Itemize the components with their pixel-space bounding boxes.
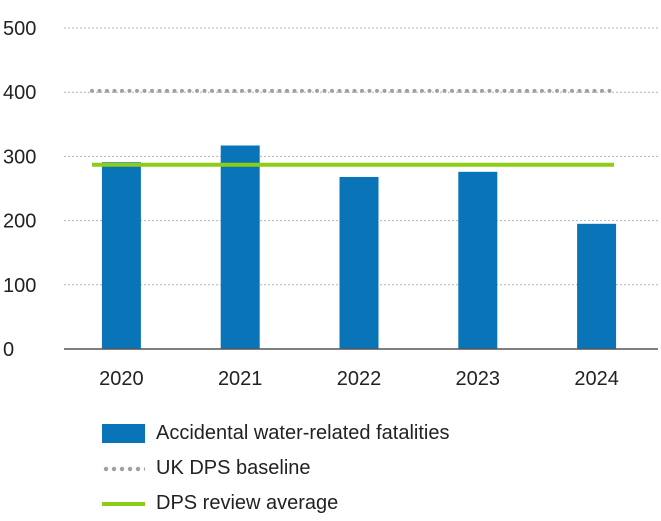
y-tick-label: 200 bbox=[3, 211, 36, 233]
y-tick-label: 300 bbox=[3, 146, 36, 168]
bar-2024 bbox=[577, 223, 617, 349]
legend-swatch-solid-line bbox=[102, 501, 145, 506]
bar-2022 bbox=[339, 176, 379, 349]
y-tick-label: 0 bbox=[3, 339, 14, 361]
x-axis-tick-labels: 2020 2021 2022 2023 2024 bbox=[99, 368, 619, 390]
legend-swatch-dotted-line bbox=[102, 465, 145, 472]
legend-swatch-bar bbox=[102, 424, 145, 443]
legend-item-fatalities: Accidental water-related fatalities bbox=[102, 416, 642, 451]
x-tick-label: 2022 bbox=[337, 368, 382, 390]
y-tick-label: 500 bbox=[3, 18, 36, 40]
x-tick-label: 2024 bbox=[574, 368, 619, 390]
x-tick-label: 2023 bbox=[456, 368, 501, 390]
y-axis-tick-labels: 0 100 200 300 400 500 bbox=[3, 18, 36, 361]
legend-label-baseline: UK DPS baseline bbox=[156, 457, 311, 479]
legend-item-average: DPS review average bbox=[102, 486, 642, 521]
legend-item-baseline: UK DPS baseline bbox=[102, 451, 642, 486]
bar-chart: 0 100 200 300 400 500 2020 2021 2022 2023 2024 bbox=[3, 18, 658, 390]
bar-2021 bbox=[220, 145, 260, 349]
x-tick-label: 2021 bbox=[218, 368, 263, 390]
bar-2020 bbox=[101, 162, 141, 349]
legend-label-fatalities: Accidental water-related fatalities bbox=[156, 422, 450, 444]
bar-2023 bbox=[458, 171, 498, 349]
y-tick-label: 400 bbox=[3, 82, 36, 104]
reference-lines bbox=[90, 88, 616, 167]
legend-label-average: DPS review average bbox=[156, 492, 339, 514]
x-tick-label: 2020 bbox=[99, 368, 144, 390]
y-tick-label: 100 bbox=[3, 275, 36, 297]
legend: Accidental water-related fatalities UK D… bbox=[102, 416, 642, 521]
bars bbox=[101, 145, 617, 349]
